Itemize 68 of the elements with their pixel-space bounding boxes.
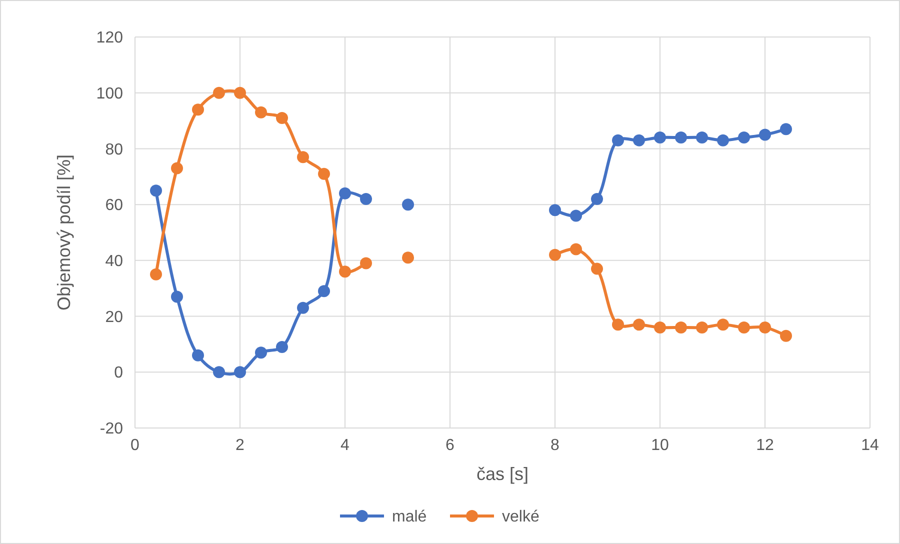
point (192, 104, 204, 116)
point (780, 330, 792, 342)
point (297, 302, 309, 314)
point (360, 192, 372, 205)
x-tick-label: 10 (651, 437, 669, 454)
x-tick-label: 6 (446, 437, 455, 454)
point (738, 321, 750, 334)
point (717, 134, 729, 146)
point (234, 366, 246, 378)
point (213, 86, 225, 99)
point (570, 210, 582, 222)
y-tick-label: 120 (96, 30, 124, 47)
point (654, 321, 666, 334)
point (612, 134, 624, 146)
point (255, 346, 267, 359)
point (675, 132, 687, 144)
x-axis-title: čas [s] (476, 464, 529, 484)
point (339, 266, 351, 278)
point (234, 86, 246, 99)
point (759, 128, 771, 141)
point (696, 321, 708, 334)
point (591, 192, 603, 205)
point (192, 349, 204, 362)
x-tick-label: 8 (550, 437, 560, 454)
point (171, 162, 183, 174)
point (612, 318, 624, 331)
point (402, 252, 414, 264)
point (654, 132, 666, 144)
point (633, 134, 645, 146)
point (759, 321, 771, 334)
point (213, 366, 225, 378)
x-tick-label: 4 (340, 437, 350, 454)
point (297, 151, 309, 164)
point (150, 184, 162, 197)
point (402, 198, 414, 211)
point (549, 204, 561, 216)
legend-label: malé (392, 508, 427, 526)
point (360, 257, 372, 270)
y-tick-label: -20 (100, 420, 124, 438)
point (717, 318, 729, 331)
y-tick-label: 0 (114, 364, 124, 382)
point (150, 268, 162, 280)
point (318, 168, 330, 180)
y-tick-label: 100 (96, 85, 124, 102)
point (738, 132, 750, 144)
x-tick-label: 12 (756, 437, 774, 454)
legend-label: velké (502, 508, 540, 526)
y-tick-label: 40 (105, 253, 124, 270)
point (633, 318, 645, 331)
x-tick-label: 0 (130, 437, 140, 454)
point (339, 187, 351, 200)
point (780, 123, 792, 136)
point (171, 290, 183, 303)
y-tick-label: 20 (105, 308, 124, 326)
y-axis-title: Objemový podíl [%] (54, 154, 74, 311)
point (318, 285, 330, 298)
point (255, 106, 267, 118)
point (675, 321, 687, 334)
point (549, 248, 561, 261)
point (591, 262, 603, 275)
point (276, 341, 288, 354)
point (570, 243, 582, 256)
x-tick-label: 14 (861, 437, 879, 454)
y-tick-label: 80 (105, 141, 124, 158)
y-tick-label: 60 (105, 197, 124, 214)
point (276, 112, 288, 124)
x-tick-label: 2 (236, 437, 245, 454)
point (696, 132, 708, 144)
